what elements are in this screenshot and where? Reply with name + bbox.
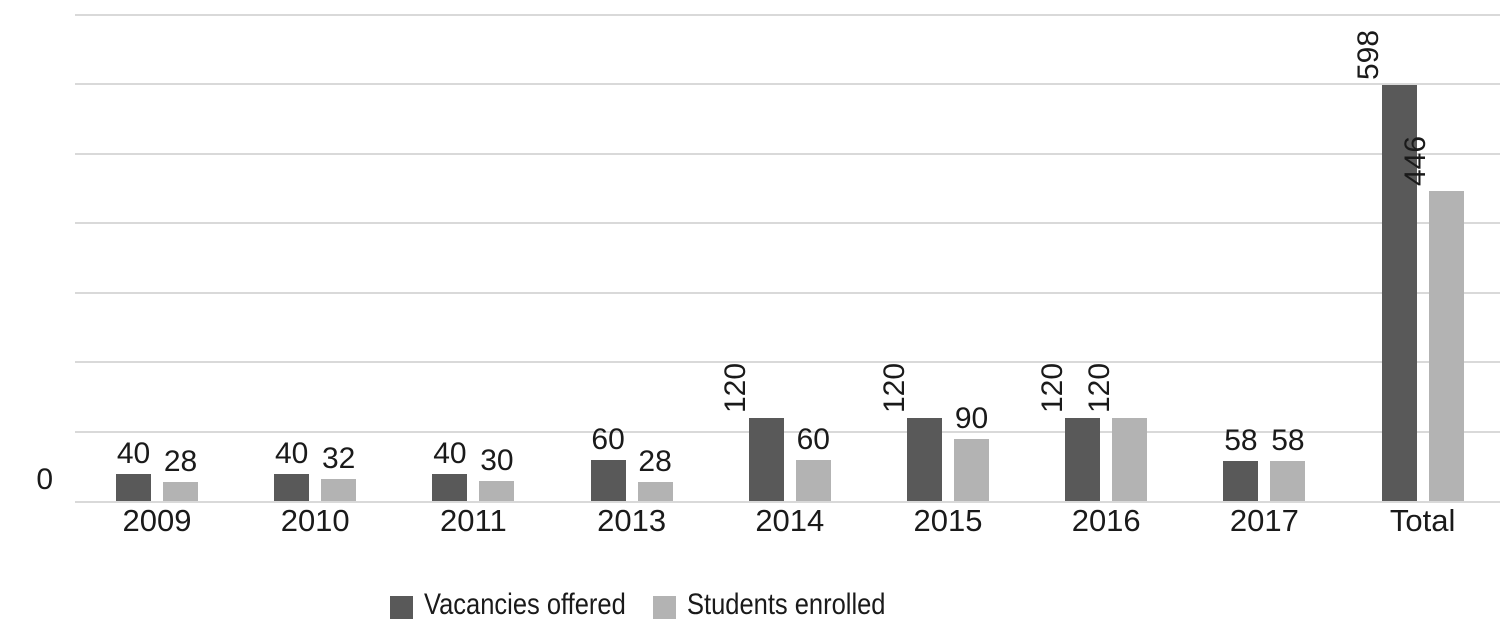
legend-item-students-enrolled: Students enrolled: [653, 589, 921, 621]
bar-students-enrolled-2015: [954, 438, 989, 502]
gridline-700: [75, 13, 1500, 16]
y-tick-label-0: 0: [36, 463, 53, 496]
x-tick-label-2013: 2013: [597, 503, 667, 538]
x-tick-label-2010: 2010: [280, 503, 350, 538]
x-tick-label-2014: 2014: [755, 503, 825, 538]
value-label-2010-0: 40: [275, 436, 309, 470]
gridline-500: [75, 152, 1500, 155]
value-label-total-1: 446: [1399, 136, 1433, 187]
bar-students-enrolled-2011: [479, 480, 515, 502]
bar-vacancies-offered-2011: [432, 473, 468, 502]
bar-vacancies-offered-2015: [907, 418, 942, 502]
x-tick-label-2009: 2009: [122, 503, 192, 538]
gridline-200: [75, 361, 1500, 364]
value-label-2015-0: 120: [877, 362, 911, 413]
gridline-0: [75, 500, 1500, 503]
bar-students-enrolled-2013: [637, 482, 673, 502]
value-label-2015-1: 90: [954, 401, 989, 435]
bar-students-enrolled-2010: [321, 479, 357, 502]
value-label-2011-1: 30: [480, 443, 514, 477]
x-tick-label-2016: 2016: [1071, 503, 1141, 538]
value-label-2016-0: 120: [1035, 362, 1069, 413]
bar-vacancies-offered-2010: [274, 473, 310, 502]
legend-label-vacancies-offered: Vacancies offered: [424, 588, 626, 621]
bar-students-enrolled-2014: [795, 459, 831, 502]
value-label-2013-1: 28: [638, 445, 672, 479]
legend-label-students-enrolled: Students enrolled: [687, 588, 886, 621]
legend-swatch-vacancies-offered: [390, 595, 413, 619]
value-label-2009-1: 28: [163, 445, 198, 479]
x-tick-label-2011: 2011: [440, 503, 507, 538]
bar-vacancies-offered-2014: [748, 418, 784, 502]
value-label-2011-0: 40: [433, 436, 467, 470]
gridline-300: [75, 291, 1500, 294]
value-label-total-0: 598: [1352, 30, 1386, 81]
bar-vacancies-offered-2009: [116, 473, 151, 502]
bar-vacancies-offered-2013: [590, 459, 626, 502]
gridline-600: [75, 83, 1500, 86]
gridline-400: [75, 222, 1500, 225]
value-label-2010-1: 32: [322, 442, 356, 476]
value-label-2017-0: 58: [1224, 424, 1258, 458]
gridline-100: [75, 430, 1500, 433]
bar-students-enrolled-2009: [163, 482, 198, 502]
bar-vacancies-offered-2017: [1223, 461, 1259, 502]
value-label-2009-0: 40: [116, 436, 151, 470]
bar-students-enrolled-2016: [1112, 418, 1148, 502]
bar-vacancies-offered-2016: [1065, 418, 1101, 502]
bar-vacancies-offered-total: [1381, 85, 1417, 502]
value-label-2013-0: 60: [591, 422, 625, 456]
bar-students-enrolled-2017: [1270, 461, 1306, 502]
value-label-2014-1: 60: [796, 422, 830, 456]
x-tick-label-2015: 2015: [913, 503, 983, 538]
legend-item-vacancies-offered: Vacancies offered: [390, 589, 661, 621]
legend-swatch-students-enrolled: [653, 595, 676, 619]
value-label-2017-1: 58: [1271, 424, 1305, 458]
bar-students-enrolled-total: [1428, 191, 1464, 502]
x-tick-label-2017: 2017: [1229, 503, 1299, 538]
value-label-2016-1: 120: [1082, 362, 1116, 413]
value-label-2014-0: 120: [719, 362, 753, 413]
x-tick-label-total: Total: [1389, 503, 1456, 538]
